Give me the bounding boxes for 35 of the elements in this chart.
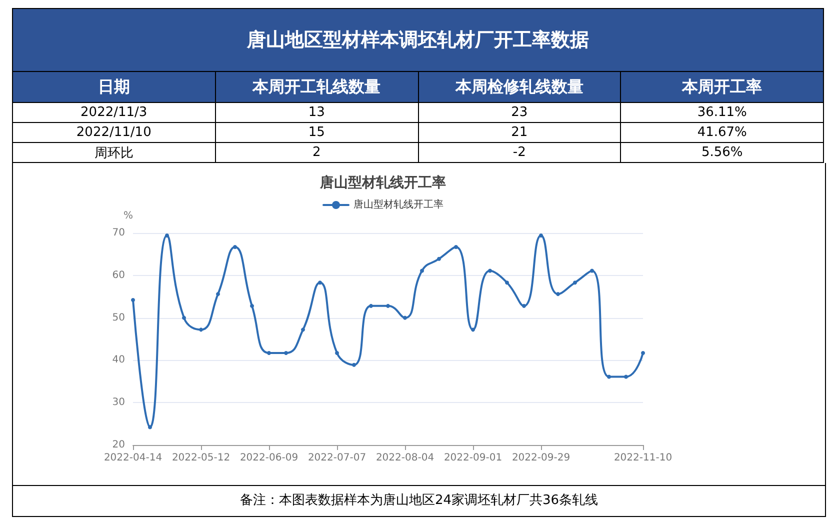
text: 备注：本图表数据样本为唐山地区24家调坯轧材厂共36条轧线 bbox=[238, 492, 600, 510]
x-tick-label: 2022-11-10 bbox=[614, 452, 672, 464]
x-tick-label: 2022-08-04 bbox=[376, 452, 434, 464]
text: 2022/11/10 bbox=[76, 125, 152, 140]
x-tick-label: 2022-04-14 bbox=[104, 452, 162, 464]
x-tick-label: 2022-09-29 bbox=[512, 452, 570, 464]
text: 36.11% bbox=[697, 105, 747, 120]
text: 21 bbox=[511, 125, 528, 140]
y-tick-label: 40 bbox=[112, 354, 125, 366]
chart-title: 唐山型材轧线开工率 bbox=[319, 174, 446, 191]
y-tick-label: 30 bbox=[112, 397, 125, 408]
category-label: 本周开工率 bbox=[620, 72, 824, 102]
category-label: 本周检修轧线数量 bbox=[418, 72, 621, 102]
text: 2022/11/3 bbox=[80, 105, 148, 120]
text: 13 bbox=[308, 105, 325, 120]
text: 23 bbox=[511, 105, 528, 120]
y-tick-label: 50 bbox=[112, 312, 125, 324]
text: -2 bbox=[512, 145, 526, 160]
y-tick-label: 60 bbox=[112, 270, 125, 281]
category-label: 本周开工轧线数量 bbox=[215, 72, 418, 102]
legend-label: 唐山型材轧线开工率 bbox=[354, 198, 444, 210]
x-tick-label: 2022-05-12 bbox=[172, 452, 230, 464]
text: 周环比 bbox=[94, 146, 134, 160]
y-tick-label: 70 bbox=[112, 228, 125, 238]
text: 2 bbox=[312, 145, 321, 160]
x-tick-label: 2022-07-07 bbox=[308, 452, 366, 464]
text: 唐山地区型材样本调坯轧材厂开工率数据 bbox=[12, 8, 824, 71]
y-tick-label: 20 bbox=[112, 440, 125, 450]
text: 15 bbox=[308, 125, 325, 140]
text: 5.56% bbox=[701, 145, 743, 160]
y-axis-title: % bbox=[123, 210, 133, 222]
x-tick-label: 2022-06-09 bbox=[240, 452, 298, 464]
category-label: 日期 bbox=[12, 72, 216, 102]
text: 41.67% bbox=[697, 125, 747, 140]
x-tick-label: 2022-09-01 bbox=[444, 452, 502, 464]
